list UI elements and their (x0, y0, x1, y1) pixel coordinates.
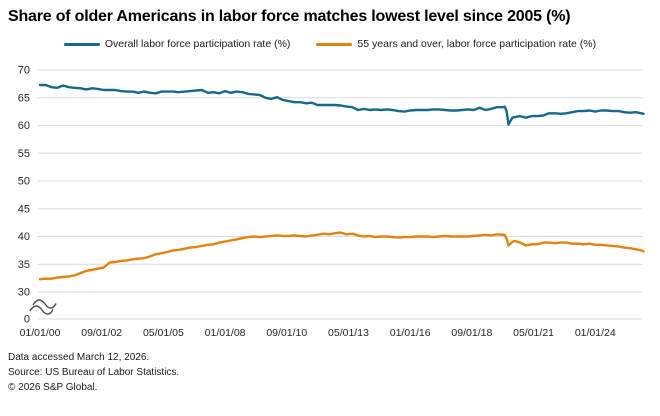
axis-break-icon (32, 299, 57, 309)
x-tick-label: 05/01/21 (513, 327, 554, 339)
axis-break-icon (29, 305, 54, 315)
y-tick-label: 65 (18, 92, 30, 104)
x-tick-label: 09/01/10 (266, 327, 307, 339)
legend-label: Overall labor force participation rate (… (104, 38, 291, 50)
x-tick-label: 09/01/18 (451, 327, 492, 339)
legend-line-swatch (316, 42, 353, 46)
legend-item-0: Overall labor force participation rate (… (63, 38, 291, 50)
x-tick-label: 01/01/24 (575, 327, 616, 339)
y-tick-label: 45 (18, 203, 30, 215)
line-chart: 70 65 60 55 50 45 40 35 30 001/01/00 09/01/02 05/01… (18, 65, 645, 339)
y-tick-label: 70 (18, 65, 30, 77)
y-tick-label: 50 (18, 176, 30, 188)
chart-title: Share of older Americans in labor force … (8, 8, 571, 25)
x-tick-label: 05/01/13 (328, 327, 369, 339)
x-tick-label: 01/01/08 (205, 327, 246, 339)
footer-copyright: © 2026 S&P Global. (8, 382, 98, 393)
legend-label: 55 years and over, labor force participa… (357, 38, 597, 50)
y-tick-label: 60 (18, 120, 30, 132)
y-tick-label: 40 (18, 231, 30, 243)
series-line-overall (38, 83, 645, 126)
y-zero-label: 0 (24, 314, 30, 326)
footer-source: Source: US Bureau of Labor Statistics. (8, 367, 180, 378)
legend-line-swatch (63, 42, 100, 46)
chart-legend: Overall labor force participation rate (… (0, 36, 660, 52)
x-tick-label: 09/01/02 (81, 327, 122, 339)
chart-footer: Data accessed March 12, 2026. Source: US… (8, 350, 660, 395)
x-tick-label: 01/01/16 (390, 327, 431, 339)
series-line-55plus (38, 231, 645, 281)
legend-item-1: 55 years and over, labor force participa… (316, 38, 596, 50)
y-tick-label: 30 (18, 287, 30, 299)
x-tick-label: 05/01/05 (143, 327, 184, 339)
footer-accessed-date: Data accessed March 12, 2026. (8, 352, 150, 363)
y-tick-label: 55 (18, 148, 30, 160)
y-tick-label: 35 (18, 259, 30, 271)
x-tick-label: 01/01/00 (20, 327, 61, 339)
